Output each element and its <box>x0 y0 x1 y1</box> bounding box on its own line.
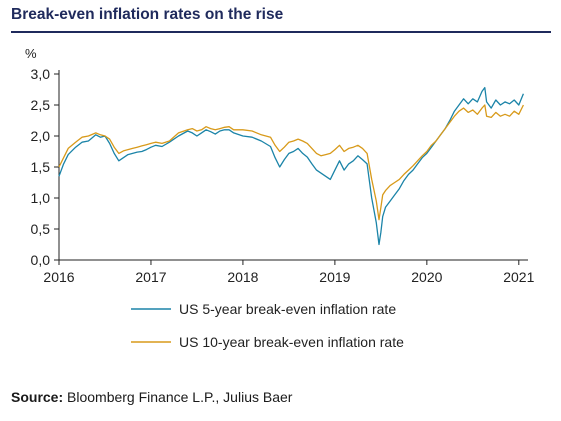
x-tick-label: 2016 <box>43 269 74 285</box>
x-tick-label: 2017 <box>135 269 166 285</box>
y-tick-label: 2,5 <box>31 97 51 113</box>
line-chart: % 0,0 0,5 1,0 1,5 2,0 2,5 3,0 2016 2017 2018 2019 20… <box>25 46 535 350</box>
y-tick-label: 1,0 <box>31 190 51 206</box>
y-tick-label: 3,0 <box>31 66 51 82</box>
source-text: Bloomberg Finance L.P., Julius Baer <box>67 389 293 405</box>
y-axis-unit: % <box>25 46 37 61</box>
chart-title: Break-even inflation rates on the rise <box>11 6 284 23</box>
series-line-us-10-year <box>58 104 524 221</box>
x-tick-label: 2019 <box>319 269 350 285</box>
series-line-us-5-year <box>58 86 525 246</box>
legend-label-us-5-year: US 5-year break-even inflation rate <box>179 301 396 317</box>
source-note: Source: Bloomberg Finance L.P., Julius B… <box>11 389 292 405</box>
x-tick-label: 2018 <box>227 269 258 285</box>
x-tick-label: 2020 <box>411 269 442 285</box>
y-tick-label: 1,5 <box>31 159 51 175</box>
title-underline <box>11 31 551 33</box>
source-label: Source: <box>11 389 64 405</box>
y-tick-label: 0,5 <box>31 221 51 237</box>
x-tick-label: 2021 <box>503 269 534 285</box>
legend-label-us-10-year: US 10-year break-even inflation rate <box>179 334 404 350</box>
y-tick-label: 0,0 <box>31 252 51 268</box>
y-tick-label: 2,0 <box>31 128 51 144</box>
